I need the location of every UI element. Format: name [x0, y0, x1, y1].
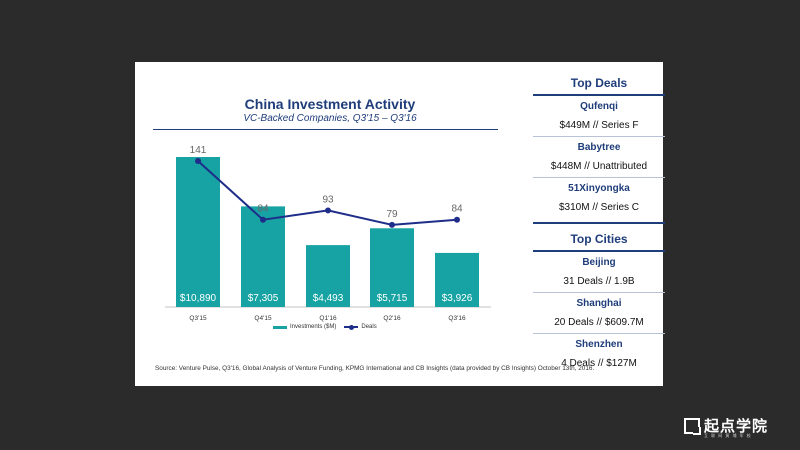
logo-text: 起点学院 [704, 418, 769, 435]
chart-subtitle: VC-Backed Companies, Q3'15 – Q3'16 [243, 113, 417, 124]
logo-mark-icon [684, 417, 701, 435]
divider [533, 94, 665, 96]
top-deal-item: 51Xinyongka $310M // Series C [535, 178, 663, 218]
deals-value-label: 93 [322, 194, 334, 205]
legend-label-deals: Deals [361, 324, 377, 330]
legend-swatch-bar [273, 325, 287, 329]
city-name: Shanghai [576, 298, 622, 309]
city-name: Shenzhen [575, 339, 623, 350]
top-deal-item: Qufenqi $449M // Series F [535, 96, 663, 136]
bar-value-label: $5,715 [377, 293, 408, 304]
bar-value-label: $10,890 [180, 293, 217, 304]
bar [241, 206, 285, 307]
deal-name: 51Xinyongka [568, 183, 630, 194]
legend-swatch-line [344, 324, 359, 330]
legend-item-investments: Investments ($M) [273, 324, 336, 330]
bar [370, 228, 414, 307]
x-tick-label: Q3'15 [189, 315, 207, 322]
bar-value-label: $7,305 [248, 293, 279, 304]
chart-title: China Investment Activity [244, 96, 416, 112]
brand-logo: 起点学院 互 联 网 黄 埔 军 校 [684, 415, 769, 438]
side-panel: Top Deals Qufenqi $449M // Series F Baby… [533, 72, 665, 374]
divider [533, 250, 665, 252]
city-detail: 4 Deals // $127M [561, 358, 637, 369]
bar [435, 252, 479, 307]
combo-chart: $10,890 Q3'15 $7,305 Q4'15 $4,493 Q1'16 $5,715… [165, 145, 491, 322]
deal-name: Qufenqi [580, 101, 618, 112]
deals-line [197, 160, 458, 226]
divider [533, 136, 665, 137]
source-note: Source: Venture Pulse, Q3'16, Global Ana… [155, 365, 595, 372]
deal-detail: $448M // Unattributed [550, 161, 648, 172]
bar-value-label: $3,926 [442, 293, 473, 304]
title-divider [153, 129, 498, 130]
bar [306, 245, 350, 307]
city-detail: 31 Deals // 1.9B [563, 276, 635, 287]
deal-name: Babytree [577, 142, 621, 153]
divider [533, 292, 665, 293]
x-tick-label: Q4'15 [254, 315, 272, 322]
logo-tagline: 互 联 网 黄 埔 军 校 [704, 433, 752, 438]
deals-point [260, 216, 266, 223]
top-city-item: Beijing 31 Deals // 1.9B [535, 252, 663, 292]
city-name: Beijing [582, 257, 616, 268]
top-city-item: Shenzhen 4 Deals // $127M [535, 334, 663, 374]
deals-value-label: 84 [451, 204, 463, 215]
deals-point [454, 216, 460, 223]
legend-item-deals: Deals [344, 324, 377, 330]
deals-point [195, 158, 201, 164]
deals-point [389, 221, 395, 228]
legend-label-investments: Investments ($M) [290, 324, 337, 330]
divider [533, 177, 665, 178]
deal-detail: $310M // Series C [558, 202, 640, 213]
slide: China Investment Activity VC-Backed Comp… [135, 62, 665, 386]
top-deal-item: Babytree $448M // Unattributed [535, 137, 663, 177]
bar [176, 157, 220, 307]
divider [533, 222, 665, 224]
city-detail: 20 Deals // $609.7M [554, 317, 644, 328]
top-cities-heading: Top Cities [570, 232, 628, 246]
deals-point [325, 207, 331, 214]
x-tick-label: Q3'16 [448, 315, 466, 322]
x-tick-label: Q2'16 [383, 315, 401, 322]
deals-value-label: 84 [257, 204, 269, 215]
deals-value-label: 141 [190, 145, 207, 156]
top-deals-heading: Top Deals [570, 76, 628, 90]
bar-value-label: $4,493 [313, 293, 344, 304]
divider [533, 333, 665, 334]
x-tick-label: Q1'16 [319, 315, 337, 322]
top-city-item: Shanghai 20 Deals // $609.7M [535, 293, 663, 333]
deal-detail: $449M // Series F [559, 120, 639, 131]
chart-legend: Investments ($M) Deals [273, 324, 377, 330]
deals-value-label: 79 [386, 209, 398, 220]
